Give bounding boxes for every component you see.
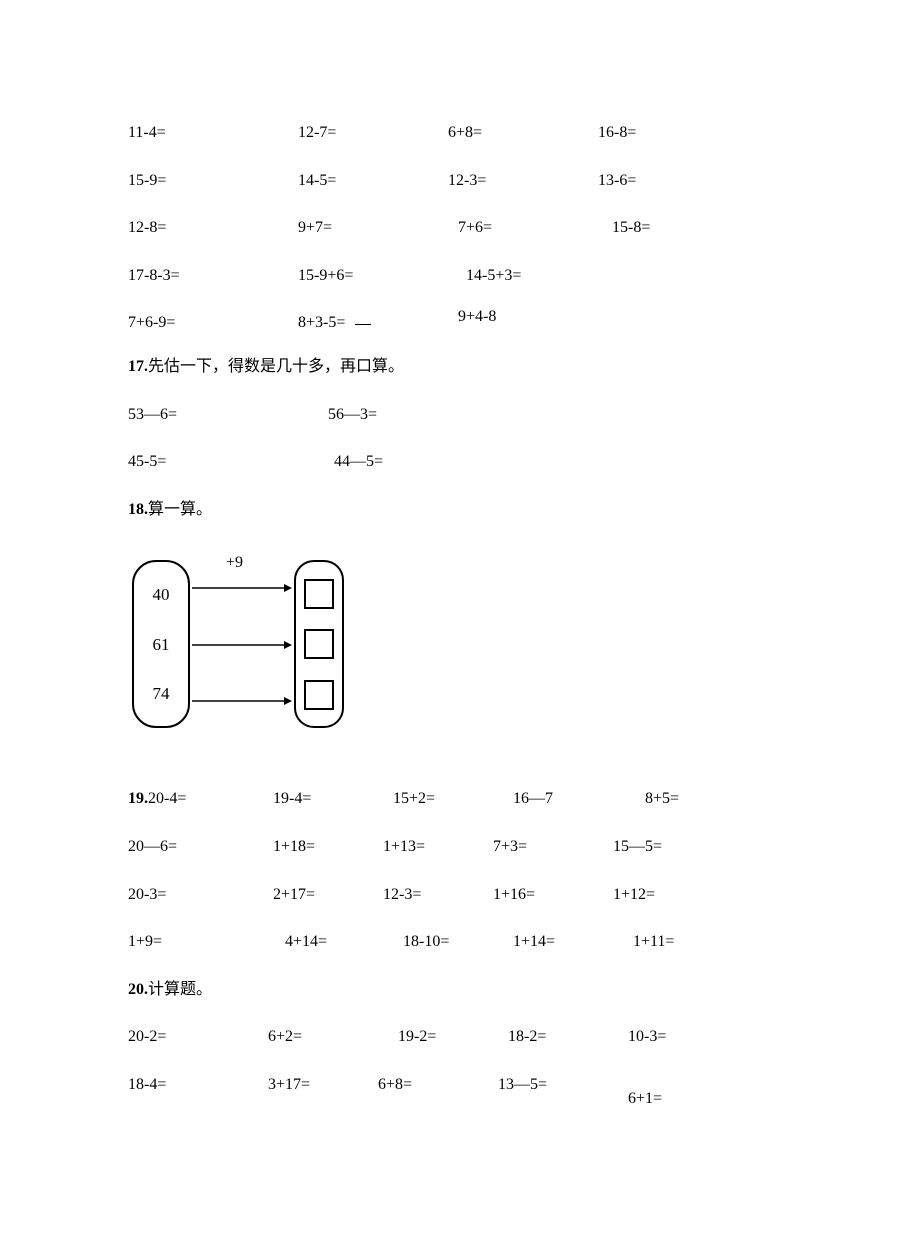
arith-row: 7+6-9= 8+3-5= 9+4-8 xyxy=(128,310,800,336)
expr: 18-4= xyxy=(128,1072,268,1098)
expr-text: 8+3-5= xyxy=(298,314,345,331)
expr: 20-3= xyxy=(128,882,273,908)
expr: 17-8-3= xyxy=(128,263,298,289)
expr: 14-5= xyxy=(298,168,448,194)
answer-box xyxy=(304,680,334,710)
expr: 18-2= xyxy=(508,1024,628,1050)
expr: 53—6= xyxy=(128,402,328,428)
arrow-icon xyxy=(192,638,292,652)
expr: 20—6= xyxy=(128,834,273,860)
arrow-diagram: +9 40 61 74 xyxy=(128,556,800,736)
expr: 12-3= xyxy=(448,168,598,194)
expr: 1+9= xyxy=(128,929,273,955)
expr: 19.20-4= xyxy=(128,786,273,812)
expr: 18-10= xyxy=(393,929,513,955)
expr: 7+6-9= xyxy=(128,310,298,336)
expr: 15-9+6= xyxy=(298,263,448,289)
question-number: 19. xyxy=(128,790,148,807)
expr: 45-5= xyxy=(128,449,328,475)
arith-row: 1+9= 4+14= 18-10= 1+14= 1+11= xyxy=(128,929,800,955)
expr: 12-7= xyxy=(298,120,448,146)
expr: 6+8= xyxy=(448,120,598,146)
arrow-icon xyxy=(192,694,292,708)
expr xyxy=(598,263,728,289)
arith-row: 20—6= 1+18= 1+13= 7+3= 15—5= xyxy=(128,834,800,860)
expr xyxy=(598,310,728,336)
input-value: 74 xyxy=(153,680,170,707)
arith-row: 11-4= 12-7= 6+8= 16-8= xyxy=(128,120,800,146)
expr: 1+12= xyxy=(613,882,733,908)
expr: 16-8= xyxy=(598,120,728,146)
expr: 6+1= xyxy=(628,1086,758,1112)
fill-blank xyxy=(355,324,371,325)
expr: 3+17= xyxy=(268,1072,378,1098)
question-number: 18. xyxy=(128,501,148,518)
arith-row: 17-8-3= 15-9+6= 14-5+3= xyxy=(128,263,800,289)
arith-row: 12-8= 9+7= 7+6= 15-8= xyxy=(128,215,800,241)
expr: 56—3= xyxy=(328,402,377,428)
expr: 7+3= xyxy=(493,834,613,860)
expr: 6+8= xyxy=(378,1072,498,1098)
question-number: 20. xyxy=(128,981,148,998)
expr: 8+5= xyxy=(633,786,753,812)
expr: 1+13= xyxy=(383,834,493,860)
question-20-title: 20.计算题。 xyxy=(128,977,800,1003)
input-value: 61 xyxy=(153,631,170,658)
arith-row: 45-5= 44—5= xyxy=(128,449,800,475)
arith-row: 53—6= 56—3= xyxy=(128,402,800,428)
expr: 2+17= xyxy=(273,882,383,908)
output-lozenge xyxy=(294,560,344,728)
question-17-title: 17.先估一下，得数是几十多，再口算。 xyxy=(128,354,800,380)
expr: 8+3-5= xyxy=(298,310,448,336)
expr: 15+2= xyxy=(393,786,513,812)
expr: 44—5= xyxy=(328,449,383,475)
expr: 14-5+3= xyxy=(448,263,598,289)
expr: 1+16= xyxy=(493,882,613,908)
expr: 10-3= xyxy=(628,1024,758,1050)
expr: 7+6= xyxy=(448,215,598,241)
expr: 15-9= xyxy=(128,168,298,194)
question-18-title: 18.算一算。 xyxy=(128,497,800,523)
expr: 1+14= xyxy=(513,929,633,955)
input-lozenge: 40 61 74 xyxy=(132,560,190,728)
arith-row: 15-9= 14-5= 12-3= 13-6= xyxy=(128,168,800,194)
expr: 20-2= xyxy=(128,1024,268,1050)
question-text: 计算题。 xyxy=(148,981,212,998)
expr: 15-8= xyxy=(598,215,728,241)
expr: 4+14= xyxy=(273,929,393,955)
expr: 12-8= xyxy=(128,215,298,241)
expr: 13-6= xyxy=(598,168,728,194)
expr: 19-2= xyxy=(388,1024,508,1050)
arith-row: 20-3= 2+17= 12-3= 1+16= 1+12= xyxy=(128,882,800,908)
expr: 15—5= xyxy=(613,834,733,860)
question-text: 算一算。 xyxy=(148,501,212,518)
expr: 1+11= xyxy=(633,929,753,955)
arrow-icon xyxy=(192,581,292,595)
op-label: +9 xyxy=(226,550,243,576)
expr: 11-4= xyxy=(128,120,298,146)
expr: 1+18= xyxy=(273,834,383,860)
expr: 19-4= xyxy=(273,786,393,812)
expr-text: 20-4= xyxy=(148,790,186,807)
input-value: 40 xyxy=(153,581,170,608)
expr: 12-3= xyxy=(383,882,493,908)
expr: 9+4-8 xyxy=(448,304,598,330)
expr: 6+2= xyxy=(268,1024,388,1050)
answer-box xyxy=(304,579,334,609)
question-text: 先估一下，得数是几十多，再口算。 xyxy=(148,358,404,375)
arith-row: 20-2= 6+2= 19-2= 18-2= 10-3= xyxy=(128,1024,800,1050)
question-number: 17. xyxy=(128,358,148,375)
answer-box xyxy=(304,629,334,659)
arith-row: 19.20-4= 19-4= 15+2= 16—7 8+5= xyxy=(128,786,800,812)
expr: 13—5= xyxy=(498,1072,628,1098)
expr: 16—7 xyxy=(513,786,633,812)
arith-row: 18-4= 3+17= 6+8= 13—5= 6+1= xyxy=(128,1072,800,1098)
expr: 9+7= xyxy=(298,215,448,241)
